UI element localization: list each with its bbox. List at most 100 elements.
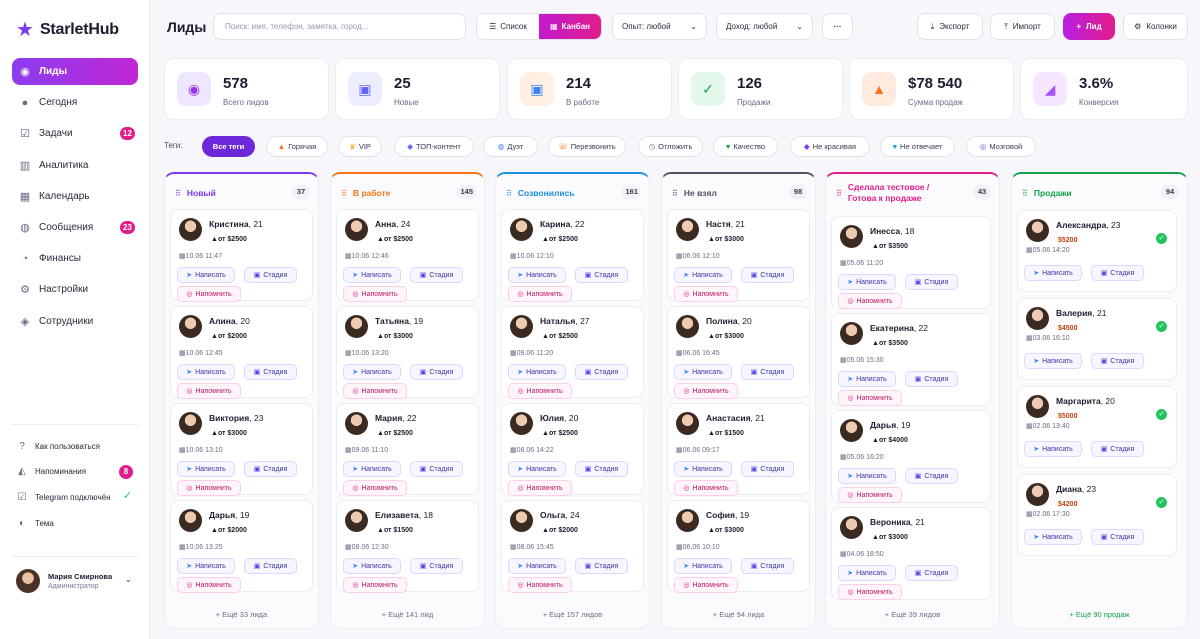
remind-button[interactable]: ◎ Напомнить (508, 383, 572, 399)
show-more-link[interactable]: + Ещё 94 лида (712, 610, 765, 619)
show-more-link[interactable]: + Ещё 90 продаж (1069, 610, 1130, 619)
sidebar-item-6[interactable]: ◔ Финансы (12, 245, 138, 272)
stage-button[interactable]: ▣ Стадия (905, 371, 958, 387)
write-button[interactable]: ➤ Написать (508, 558, 566, 574)
lead-card[interactable]: Алина, 20 ▲от $2000 ▦10.06 12:45 ➤ Написать ▣… (170, 306, 313, 399)
list-view-button[interactable]: ☰ Список (477, 14, 539, 39)
chevron-down-icon[interactable]: ⌄ (124, 574, 132, 584)
sidebar-item-2[interactable]: ☑ Задачи 12 (12, 120, 138, 147)
stage-button[interactable]: ▣ Стадия (1091, 265, 1144, 281)
write-button[interactable]: ➤ Написать (838, 565, 896, 581)
remind-button[interactable]: ◎ Напомнить (674, 577, 738, 593)
tag-chip[interactable]: ♛ VIP (338, 136, 382, 157)
tag-chip[interactable]: ◷ Отложить (638, 136, 703, 157)
lead-card[interactable]: Кристина, 21 ▲от $2500 ▦10.06 11:47 ➤ Написа… (170, 209, 313, 302)
stage-button[interactable]: ▣ Стадия (410, 364, 463, 380)
write-button[interactable]: ➤ Написать (1024, 353, 1082, 369)
lead-card[interactable]: Наталья, 27 ▲от $2500 ▦09.06 11:20 ➤ Написат… (501, 306, 644, 399)
stage-button[interactable]: ▣ Стадия (1091, 353, 1144, 369)
write-button[interactable]: ➤ Написать (177, 461, 235, 477)
remind-button[interactable]: ◎ Напомнить (343, 577, 407, 593)
lead-card[interactable]: Диана, 23 $4200 ▦02.06 17:30 ➤ Написать ▣ Стад… (1017, 474, 1177, 556)
stage-button[interactable]: ▣ Стадия (905, 565, 958, 581)
lead-card[interactable]: Ольга, 24 ▲от $2000 ▦08.06 15:45 ➤ Написать ▣… (501, 500, 644, 593)
show-more-link[interactable]: + Ещё 157 лидов (542, 610, 603, 619)
show-more-link[interactable]: + Ещё 141 лид (381, 610, 434, 619)
lead-card[interactable]: Настя, 21 ▲от $3000 ▦06.06 12:10 ➤ Написать ▣… (667, 209, 810, 302)
sidebar-item-1[interactable]: ● Сегодня (12, 89, 138, 116)
lead-card[interactable]: Юлия, 20 ▲от $2500 ▦08.06 14:22 ➤ Написать ▣ С… (501, 403, 644, 496)
more-options-button[interactable]: ··· (822, 13, 853, 40)
add-lead-button[interactable]: + Лид (1063, 13, 1115, 40)
tag-chip[interactable]: ▲ Горячая (266, 136, 328, 157)
remind-button[interactable]: ◎ Напомнить (838, 390, 902, 406)
stage-button[interactable]: ▣ Стадия (741, 461, 794, 477)
sidebar-item-4[interactable]: ▦ Календарь (12, 183, 138, 210)
tag-chip[interactable]: ♥ Качество (713, 136, 778, 157)
write-button[interactable]: ➤ Написать (508, 364, 566, 380)
lead-card[interactable]: Анастасия, 21 ▲от $1500 ▦06.06 09:17 ➤ Напис… (667, 403, 810, 496)
stage-button[interactable]: ▣ Стадия (741, 364, 794, 380)
remind-button[interactable]: ◎ Напомнить (838, 293, 902, 309)
stage-button[interactable]: ▣ Стадия (741, 558, 794, 574)
lead-card[interactable]: Елизавета, 18 ▲от $1500 ▦08.06 12:30 ➤ Напис… (336, 500, 479, 593)
stage-button[interactable]: ▣ Стадия (575, 267, 628, 283)
lead-card[interactable]: Дарья, 19 ▲от $2000 ▦10.06 13:25 ➤ Написать ▣… (170, 500, 313, 593)
lead-card[interactable]: Виктория, 23 ▲от $3000 ▦10.06 13:10 ➤ Написа… (170, 403, 313, 496)
write-button[interactable]: ➤ Написать (674, 558, 732, 574)
lead-card[interactable]: Инесса, 18 ▲от $3500 ▦05.06 11:20 ➤ Написать… (831, 216, 991, 309)
remind-button[interactable]: ◎ Напомнить (343, 286, 407, 302)
kanban-view-button[interactable]: ▦ Канбан (539, 14, 601, 39)
tag-chip[interactable]: ☏ Перезвонить (548, 136, 626, 157)
lead-card[interactable]: Дарья, 19 ▲от $4000 ▦05.06 16:20 ➤ Написать ▣… (831, 410, 991, 503)
tag-chip[interactable]: ◆ ТОП-контент (394, 136, 474, 157)
write-button[interactable]: ➤ Написать (343, 364, 401, 380)
lead-card[interactable]: Анна, 24 ▲от $2500 ▦10.06 12:46 ➤ Написать ▣ С… (336, 209, 479, 302)
write-button[interactable]: ➤ Написать (343, 461, 401, 477)
columns-button[interactable]: ⚙ Колонки (1123, 13, 1188, 40)
write-button[interactable]: ➤ Написать (508, 461, 566, 477)
stage-button[interactable]: ▣ Стадия (410, 267, 463, 283)
stage-button[interactable]: ▣ Стадия (1091, 441, 1144, 457)
write-button[interactable]: ➤ Написать (343, 558, 401, 574)
stage-button[interactable]: ▣ Стадия (410, 558, 463, 574)
lead-card[interactable]: София, 19 ▲от $3000 ▦06.06 10:10 ➤ Написать ▣… (667, 500, 810, 593)
remind-button[interactable]: ◎ Напомнить (177, 480, 241, 496)
lead-card[interactable]: Карина, 22 ▲от $2500 ▦10.06 12:10 ➤ Написать… (501, 209, 644, 302)
lead-card[interactable]: Валерия, 21 $4500 ▦03.06 16:10 ➤ Написать ▣ Ст… (1017, 298, 1177, 380)
stage-button[interactable]: ▣ Стадия (575, 558, 628, 574)
lead-card[interactable]: Татьяна, 19 ▲от $3000 ▦10.06 13:20 ➤ Написат… (336, 306, 479, 399)
import-button[interactable]: ⤒ Импорт (990, 13, 1055, 40)
write-button[interactable]: ➤ Написать (838, 274, 896, 290)
experience-filter-select[interactable]: Опыт: любой ⌄ (612, 13, 707, 40)
remind-button[interactable]: ◎ Напомнить (838, 487, 902, 503)
lead-card[interactable]: Маргарита, 20 $5000 ▦02.06 13:40 ➤ Написать ▣… (1017, 386, 1177, 468)
write-button[interactable]: ➤ Написать (177, 267, 235, 283)
write-button[interactable]: ➤ Написать (838, 371, 896, 387)
write-button[interactable]: ➤ Написать (508, 267, 566, 283)
utility-item-3[interactable]: ◐ Тема (16, 513, 138, 533)
write-button[interactable]: ➤ Написать (674, 267, 732, 283)
stage-button[interactable]: ▣ Стадия (741, 267, 794, 283)
sidebar-item-7[interactable]: ⚙ Настройки (12, 276, 138, 303)
stage-button[interactable]: ▣ Стадия (410, 461, 463, 477)
write-button[interactable]: ➤ Написать (674, 461, 732, 477)
stage-button[interactable]: ▣ Стадия (244, 558, 297, 574)
remind-button[interactable]: ◎ Напомнить (508, 577, 572, 593)
lead-card[interactable]: Полина, 20 ▲от $3000 ▦06.06 16:45 ➤ Написать… (667, 306, 810, 399)
show-more-link[interactable]: + Ещё 33 лида (215, 610, 268, 619)
remind-button[interactable]: ◎ Напомнить (177, 577, 241, 593)
sidebar-item-3[interactable]: ▥ Аналитика (12, 152, 138, 179)
remind-button[interactable]: ◎ Напомнить (177, 383, 241, 399)
stage-button[interactable]: ▣ Стадия (905, 468, 958, 484)
write-button[interactable]: ➤ Написать (838, 468, 896, 484)
sidebar-item-8[interactable]: ◈ Сотрудники (12, 308, 138, 335)
remind-button[interactable]: ◎ Напомнить (508, 286, 572, 302)
stage-button[interactable]: ▣ Стадия (1091, 529, 1144, 545)
write-button[interactable]: ➤ Написать (1024, 441, 1082, 457)
remind-button[interactable]: ◎ Напомнить (508, 480, 572, 496)
tag-chip[interactable]: ◎ Мозговой (966, 136, 1036, 157)
remind-button[interactable]: ◎ Напомнить (838, 584, 902, 600)
write-button[interactable]: ➤ Написать (674, 364, 732, 380)
lead-card[interactable]: Вероника, 21 ▲от $3000 ▦04.06 18:50 ➤ Написа… (831, 507, 991, 600)
